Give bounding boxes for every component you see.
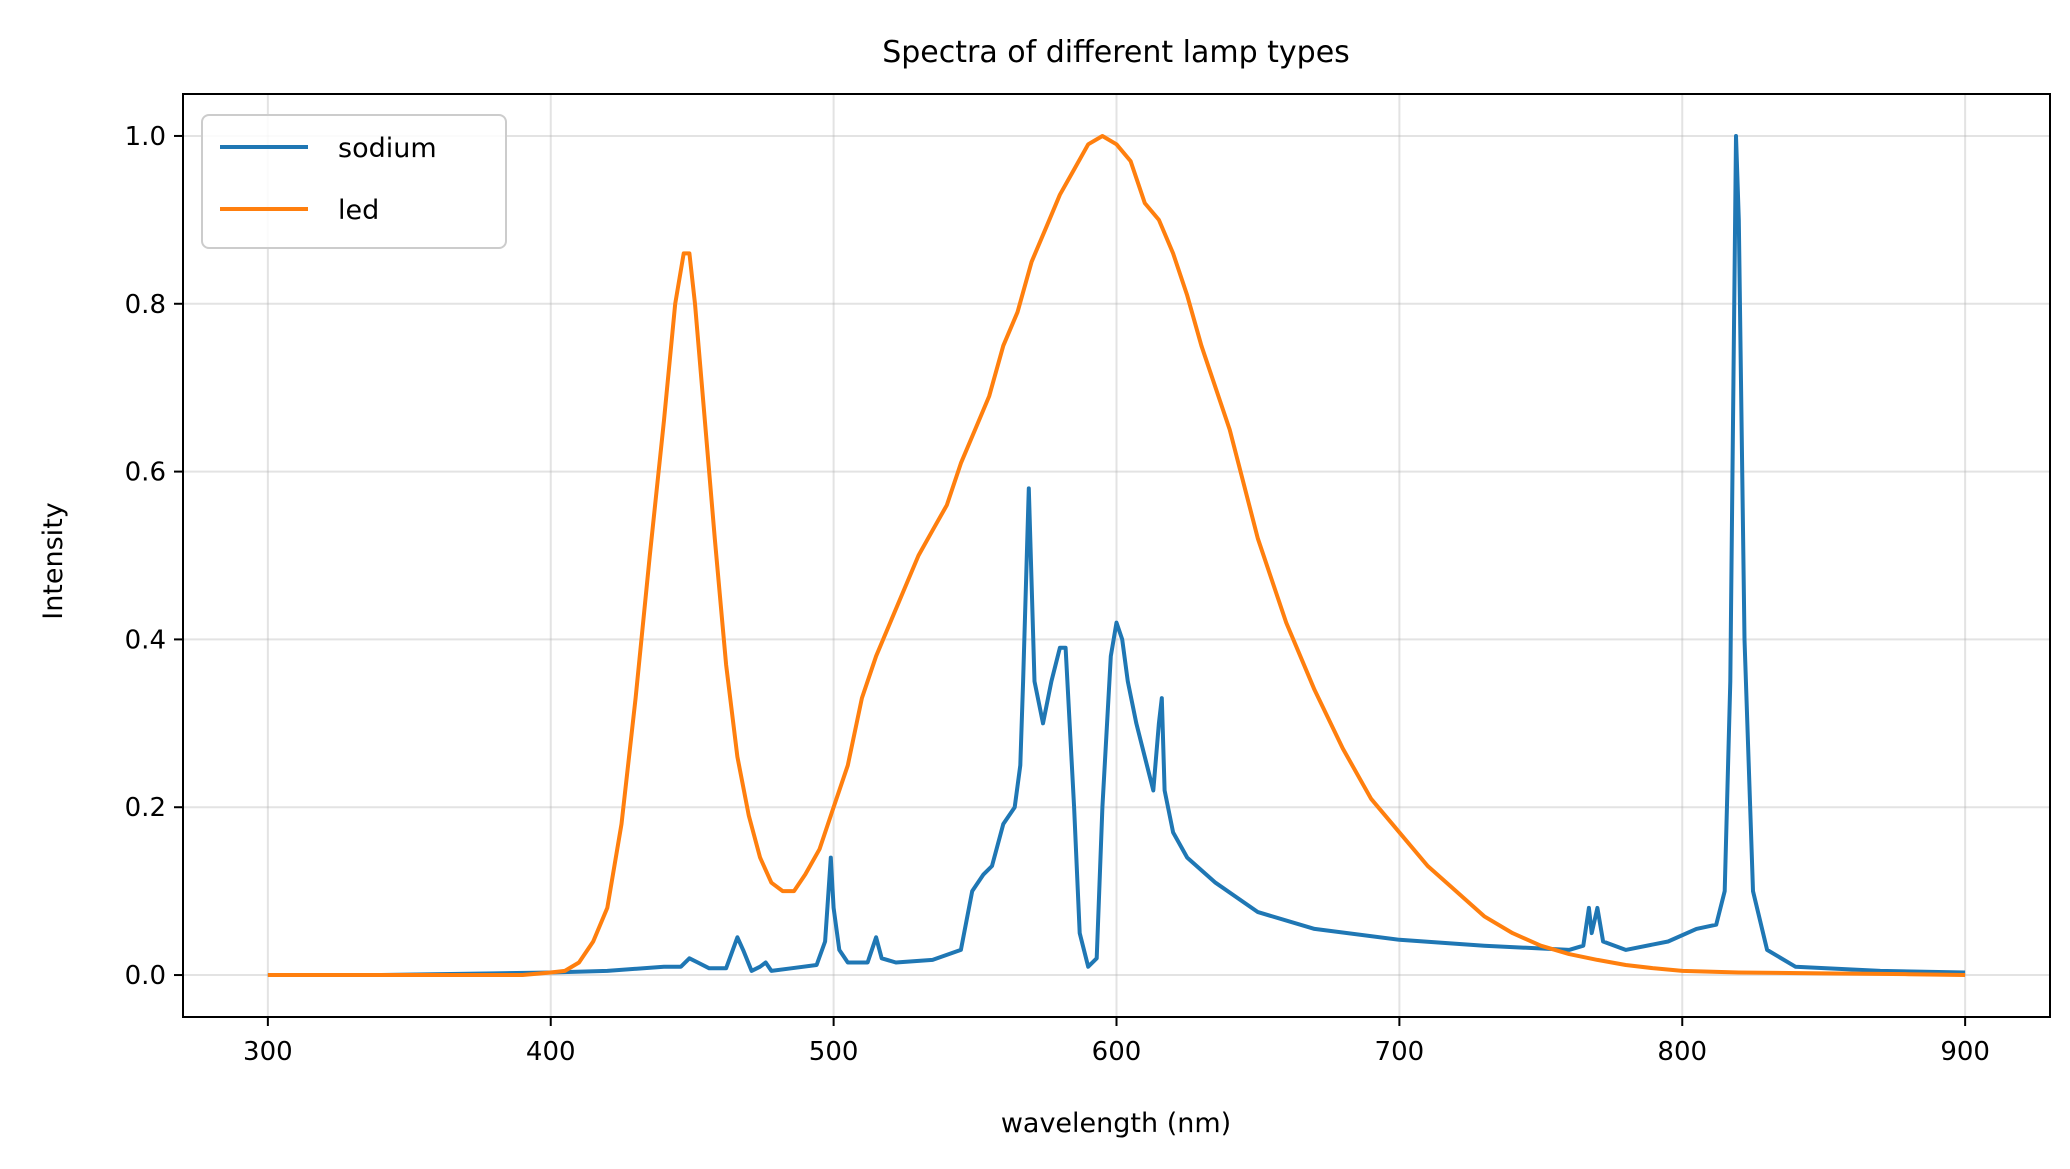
y-tick-label: 0.8 bbox=[125, 290, 166, 320]
y-axis-label: Intensity bbox=[38, 502, 69, 620]
x-tick-label: 900 bbox=[1940, 1037, 1990, 1067]
x-tick-label: 700 bbox=[1375, 1037, 1425, 1067]
series-line-sodium bbox=[267, 134, 1966, 977]
x-tick-label: 800 bbox=[1657, 1037, 1707, 1067]
y-tick-label: 1.0 bbox=[125, 122, 166, 152]
x-tick-label: 400 bbox=[526, 1037, 576, 1067]
x-tick-label: 300 bbox=[243, 1037, 293, 1067]
y-tick-label: 0.4 bbox=[125, 625, 166, 655]
series-line-led bbox=[267, 134, 1966, 977]
x-tick-label: 500 bbox=[809, 1037, 859, 1067]
y-tick-label: 0.0 bbox=[125, 961, 166, 991]
x-tick-label: 600 bbox=[1092, 1037, 1142, 1067]
y-tick-label: 0.6 bbox=[125, 458, 166, 488]
ticks: 300 400 500 600 700 800 900 0.0 0.2 0.4 0.6 0.8 1.0 bbox=[125, 122, 1990, 1067]
legend: sodium led bbox=[201, 114, 507, 249]
legend-label-led: led bbox=[338, 195, 379, 226]
y-tick-label: 0.2 bbox=[125, 793, 166, 823]
series-layer bbox=[267, 134, 1966, 977]
chart-title: Spectra of different lamp types bbox=[882, 35, 1350, 70]
x-axis-label: wavelength (nm) bbox=[1001, 1108, 1231, 1139]
legend-label-sodium: sodium bbox=[338, 133, 437, 164]
